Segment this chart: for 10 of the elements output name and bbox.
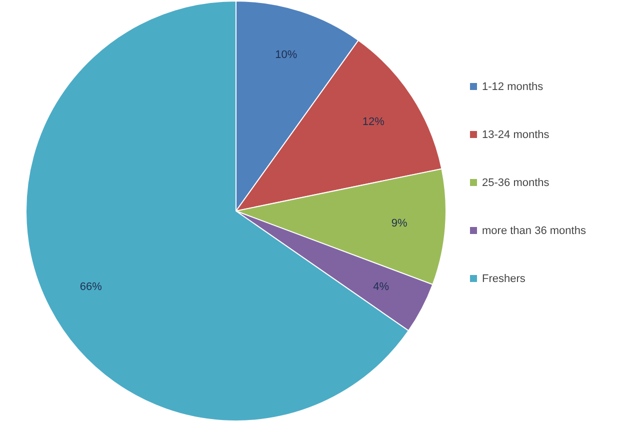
data-label: 12% [362, 116, 385, 128]
legend-label: more than 36 months [482, 224, 586, 237]
legend-label: 13-24 months [482, 128, 550, 141]
legend-label: 1-12 months [482, 80, 544, 93]
data-label: 4% [373, 280, 390, 293]
data-label: 66% [80, 280, 102, 293]
data-label: 9% [391, 218, 408, 230]
legend-label: 25-36 months [482, 176, 550, 189]
data-label: 10% [275, 48, 298, 61]
legend-label: Freshers [482, 272, 526, 285]
